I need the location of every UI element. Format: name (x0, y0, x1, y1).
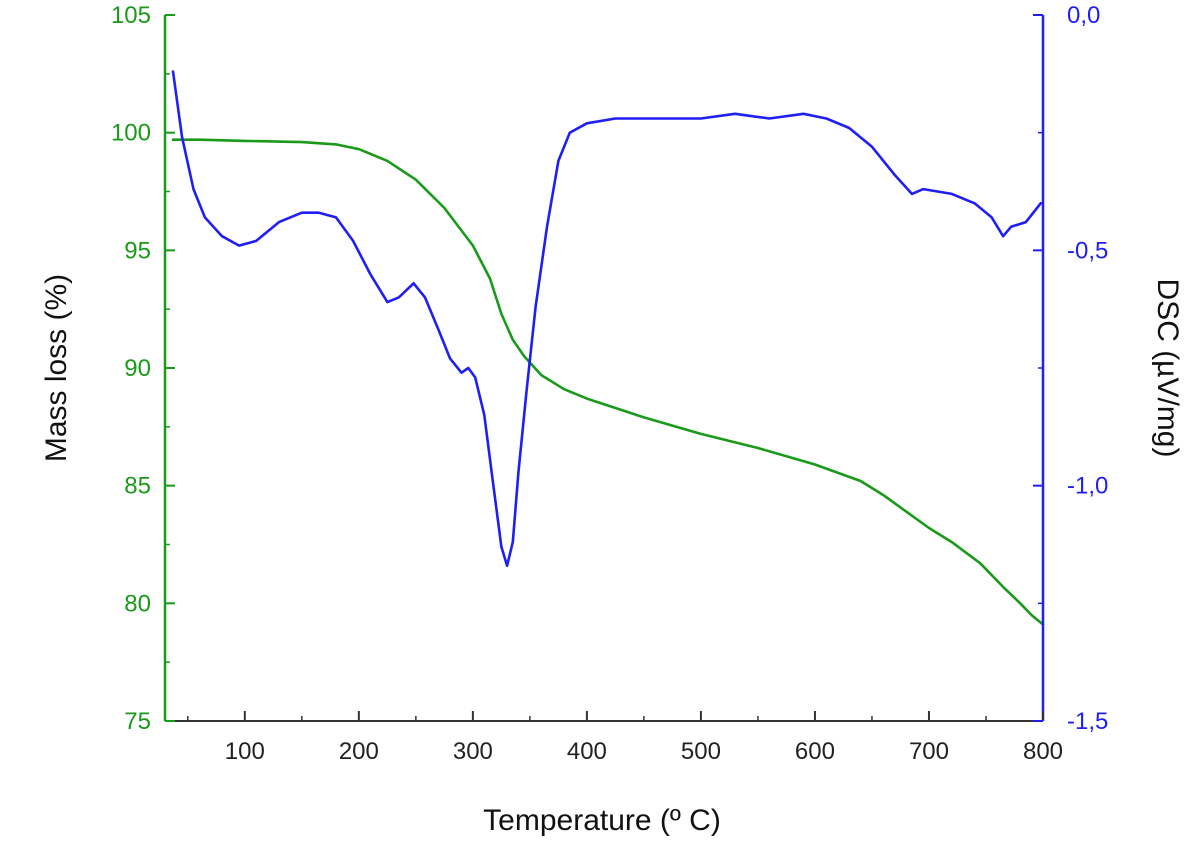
y-tick-label-right: -0,5 (1067, 237, 1108, 264)
x-axis-title: Temperature (º C) (483, 804, 721, 837)
x-tick-label: 500 (681, 738, 721, 765)
y-axis-title-right: DSC (µV/mg) (1151, 279, 1184, 458)
dsc-series-line (171, 70, 1042, 567)
plot-area (171, 70, 1045, 626)
x-tick-label: 700 (909, 738, 949, 765)
y-tick-label-left: 105 (111, 2, 151, 29)
mass-series-line (171, 138, 1045, 626)
y-tick-label-left: 95 (124, 237, 151, 264)
y-tick-label-left: 100 (111, 120, 151, 147)
y-axis-title-left: Mass loss (%) (40, 274, 73, 462)
x-tick-label: 400 (567, 738, 607, 765)
y-tick-label-right: 0,0 (1067, 2, 1100, 29)
x-tick-label: 300 (453, 738, 493, 765)
x-tick-label: 100 (225, 738, 265, 765)
y-tick-label-right: -1,5 (1067, 708, 1108, 735)
y-tick-label-left: 80 (124, 590, 151, 617)
axes: 100 200 300 400 500 600 700 800 75 80 85 90 95 100 105… (111, 2, 1108, 765)
y-tick-label-left: 75 (124, 708, 151, 735)
x-tick-label: 200 (339, 738, 379, 765)
y-tick-label-left: 90 (124, 355, 151, 382)
x-tick-label: 800 (1023, 738, 1063, 765)
y-tick-label-right: -1,0 (1067, 473, 1108, 500)
x-tick-label: 600 (795, 738, 835, 765)
y-tick-label-left: 85 (124, 473, 151, 500)
